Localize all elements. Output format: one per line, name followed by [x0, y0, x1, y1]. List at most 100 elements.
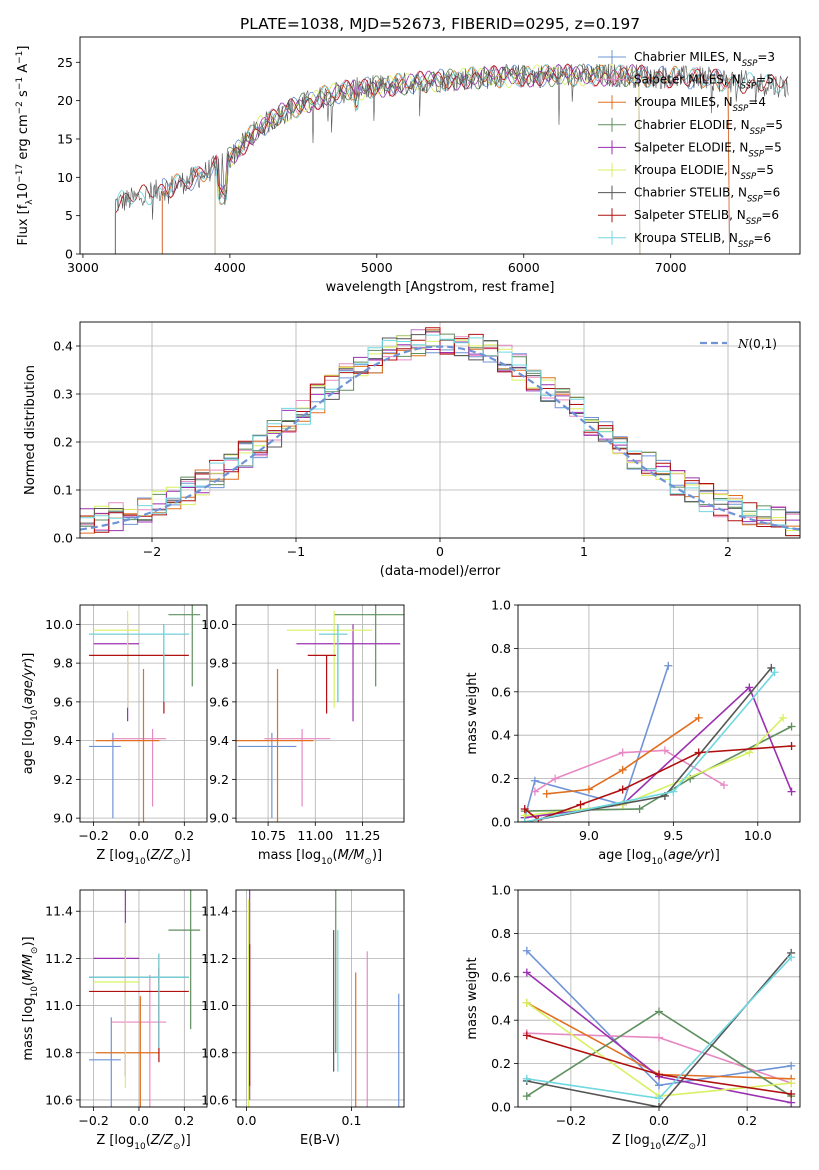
label-part: −1 — [15, 77, 25, 90]
age_vs_Z-y-tick-label: 10.0 — [45, 617, 73, 632]
label-part: Z [log — [612, 1133, 650, 1148]
spectrum-x-tick-label: 7000 — [655, 260, 687, 275]
weight-marker — [787, 1061, 796, 1070]
label-part: Z [log — [96, 848, 134, 863]
label-part: M/M — [338, 848, 365, 863]
residuals-y-tick-label: 0.3 — [53, 387, 73, 402]
legend-value: =5 — [764, 140, 782, 154]
legend-sub: SSP — [738, 240, 754, 250]
label-part: 10 — [650, 1142, 662, 1152]
weight_vs_age-y-tick-label: 0.0 — [491, 815, 511, 830]
mass_vs_Z-axes: −0.2 0.0 0.210.610.811.011.211.4Z [log10(Z… — [21, 889, 208, 1152]
label-part: )] — [696, 1133, 706, 1148]
spectrum-x-tick-label: 4000 — [214, 260, 246, 275]
weight-line — [524, 745, 792, 821]
label-part: M/M — [21, 954, 36, 981]
age_vs_mass-x-tick-label: 10.75 — [250, 828, 286, 843]
age_vs_Z-y-tick-label: 9.8 — [53, 656, 73, 671]
label-part: )] — [21, 936, 36, 946]
label-part: ( — [333, 848, 338, 863]
legend-entry: N(0,1) — [737, 337, 777, 351]
weight-marker — [745, 683, 754, 692]
age_vs_Z-x-tick-label: 0.2 — [174, 828, 194, 843]
weight-marker — [655, 1070, 663, 1079]
label-part: Z/Z — [150, 848, 174, 863]
weight-marker — [520, 818, 529, 822]
label-part: mass weight — [465, 957, 480, 1039]
weight_vs_Z-y-tick-label: 0.0 — [491, 1100, 511, 1115]
spectrum-ylabel: Flux [fλ10−17 erg cm−2 s−1 A−1] — [15, 46, 35, 246]
weight-marker — [551, 774, 560, 783]
age_vs_Z-ylabel: age [log10(age/yr)] — [21, 653, 40, 775]
residuals-x-tick-label: 1 — [580, 544, 588, 559]
weight_vs_Z-xlabel: Z [log10(Z/Z⊙)] — [612, 1133, 706, 1152]
legend-sub: SSP — [747, 195, 763, 205]
label-part: ⊙ — [173, 857, 181, 867]
mass_vs_ebv-x-tick-label: 0.1 — [342, 1113, 362, 1128]
model-spectrum-line — [214, 63, 641, 254]
label-part: Z/Z — [665, 1133, 689, 1148]
weight-line — [524, 665, 670, 818]
model-spectrum-line — [161, 64, 730, 254]
label-part: Flux [f — [16, 204, 31, 245]
weight-marker — [655, 1103, 663, 1107]
label-part: 10 — [30, 709, 40, 721]
label-part: ⊙ — [173, 1142, 181, 1152]
label-part: −1 — [15, 51, 25, 64]
spectrum-y-tick-label: 0 — [65, 247, 73, 262]
weight-marker — [655, 1081, 663, 1090]
weight_vs_Z-frame — [517, 889, 801, 1108]
mass_vs_Z-x-tick-label: 0.0 — [129, 1113, 149, 1128]
model-spectrum-line — [114, 63, 789, 254]
label-part: ⊙ — [688, 1142, 696, 1152]
mass_vs_ebv-y-tick-label: 11.0 — [201, 998, 229, 1013]
legend-args: (0,1) — [749, 337, 777, 351]
label-part: −17 — [15, 164, 25, 183]
weight_vs_age-plot-area — [520, 661, 796, 822]
weight-marker — [767, 663, 776, 672]
label-part: ( — [663, 848, 668, 863]
legend-value: =6 — [754, 231, 772, 245]
weight_vs_age-x-tick-label: 9.0 — [579, 828, 599, 843]
label-part: E(B-V) — [300, 1133, 340, 1148]
age_vs_Z-y-tick-label: 9.4 — [53, 733, 73, 748]
legend-entry: Salpeter ELODIE, NSSP=5 — [634, 140, 782, 159]
legend-value: =6 — [763, 186, 781, 200]
residuals-axes: −2 −1 0 1 2 0.0 0.1 0.2 0.3 0.4 (data-model)/error… — [23, 321, 801, 579]
label-part: )] — [710, 848, 720, 863]
mass_vs_Z-y-tick-label: 10.6 — [45, 1092, 73, 1107]
weight_vs_Z-x-tick-label: 0.2 — [737, 1113, 757, 1128]
age_vs_mass-y-tick-label: 9.0 — [209, 811, 229, 826]
weight-marker — [522, 1031, 531, 1040]
weight-marker — [779, 713, 788, 722]
age_vs_mass-y-tick-label: 9.8 — [209, 656, 229, 671]
label-part: mass [log — [258, 848, 321, 863]
legend-label: Kroupa STELIB, N — [634, 231, 738, 245]
spectrum-frame — [79, 36, 801, 255]
legend-entry: Chabrier ELODIE, NSSP=5 — [634, 118, 783, 137]
mass_vs_Z-plot-area — [89, 890, 201, 1107]
spectrum-plot-area — [114, 63, 789, 254]
weight-marker — [522, 946, 531, 955]
label-part: 10 — [16, 183, 31, 200]
weight-line — [524, 667, 772, 822]
weight-marker — [720, 781, 729, 790]
model-spectrum-line — [214, 64, 641, 254]
age_vs_mass-y-tick-label: 9.6 — [209, 694, 229, 709]
label-part: Z [log — [96, 1133, 134, 1148]
weight_vs_Z-y-tick-label: 0.8 — [491, 926, 511, 941]
mass_vs_ebv-y-tick-label: 11.4 — [201, 904, 229, 919]
weight-marker — [660, 746, 669, 755]
spectrum-y-tick-label: 10 — [57, 170, 73, 185]
legend-entry: Salpeter STELIB, NSSP=6 — [634, 208, 779, 227]
normal-curve-line — [80, 345, 800, 531]
legend-entry: Chabrier MILES, NSSP=3 — [634, 50, 775, 69]
legend-label: Chabrier STELIB, N — [634, 186, 747, 200]
mass_vs_Z-xlabel: Z [log10(Z/Z⊙)] — [96, 1133, 190, 1152]
label-part: ] — [16, 46, 31, 51]
mass_vs_Z-x-tick-label: 0.2 — [174, 1113, 194, 1128]
spectrum-y-tick-label: 25 — [57, 55, 73, 70]
mass_vs_ebv-y-tick-label: 10.8 — [201, 1045, 229, 1060]
model-spectrum-line — [214, 63, 641, 254]
legend-label: Salpeter STELIB, N — [634, 208, 746, 222]
